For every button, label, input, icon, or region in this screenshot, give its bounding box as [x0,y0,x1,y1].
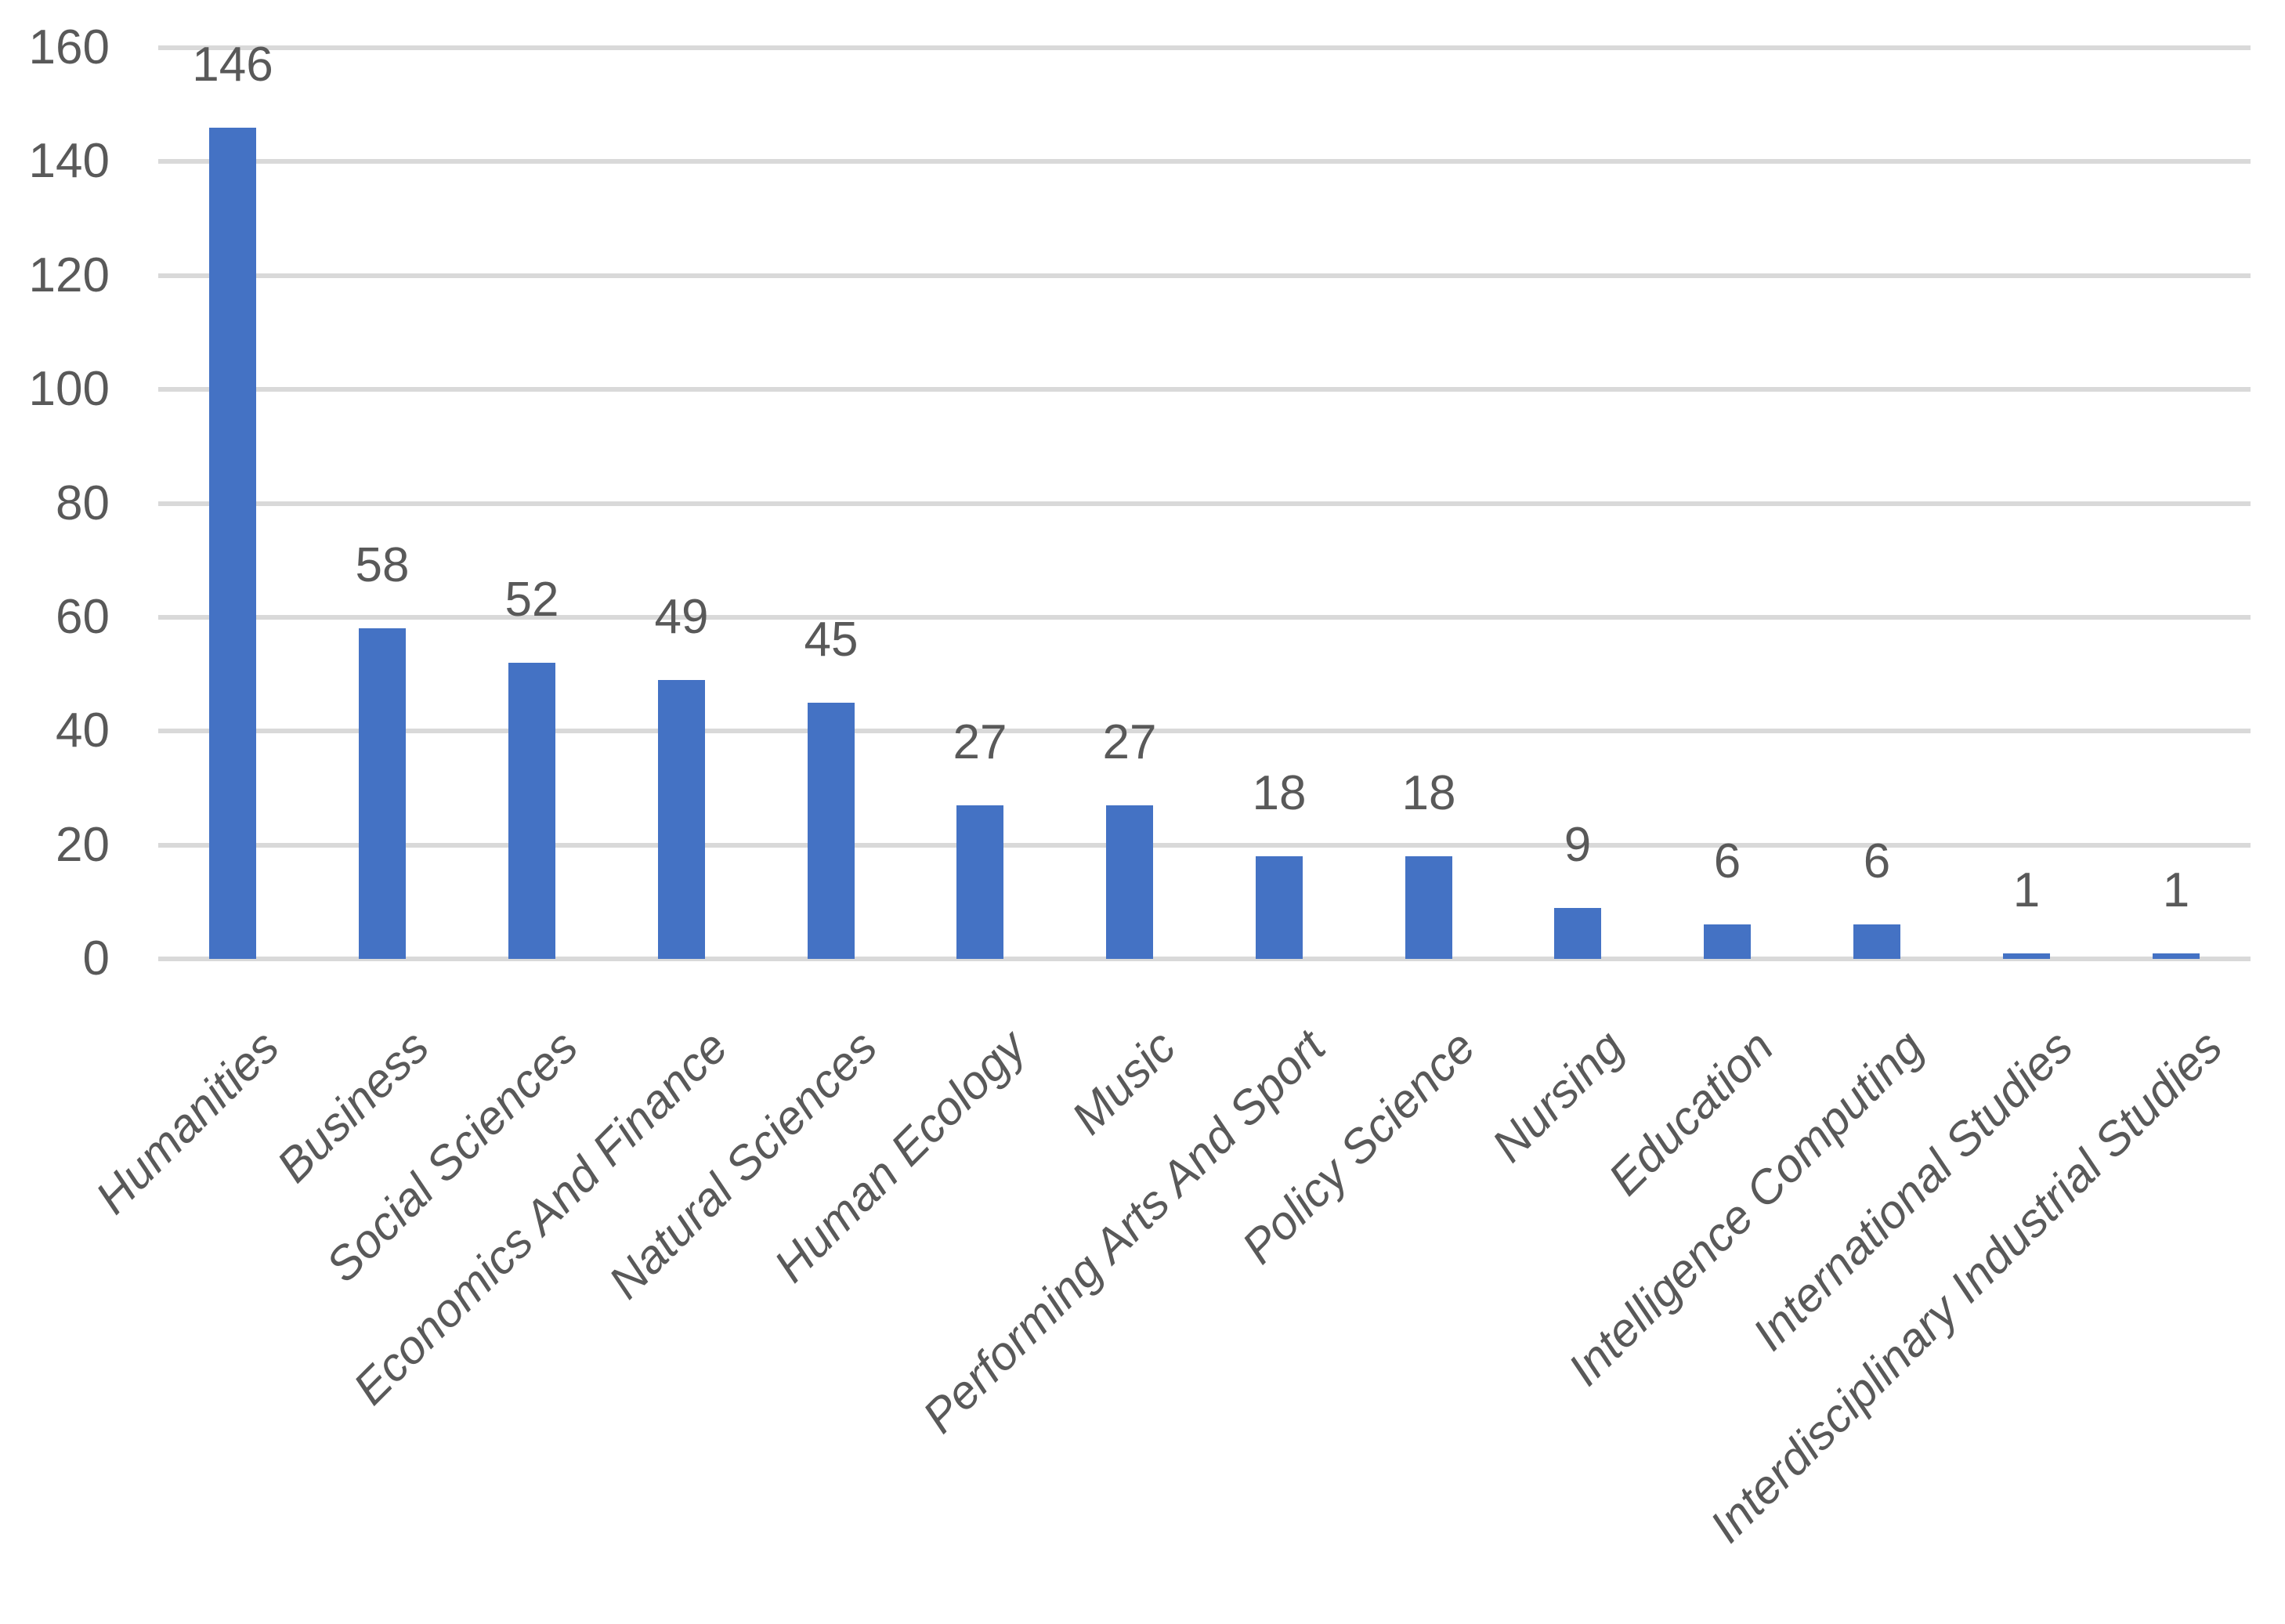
x-axis-label-natural-sciences: Natural Sciences [598,1020,888,1309]
bar-performing-arts-and-sport [1256,856,1303,959]
bar-music [1106,805,1153,959]
x-axis-label-music: Music [1061,1020,1186,1145]
gridline-140 [158,159,2251,164]
y-tick-label: 60 [56,590,110,644]
y-tick-label: 100 [28,362,110,416]
data-label-intelligence-computing: 6 [1863,834,1891,888]
x-axis-label-social-sciences: Social Sciences [316,1020,588,1293]
y-tick-label: 160 [28,20,110,74]
y-tick-label: 40 [56,703,110,758]
bar-human-ecology [956,805,1003,959]
x-axis-label-human-ecology: Human Ecology [764,1020,1036,1293]
bar-social-sciences [508,663,555,959]
data-label-performing-arts-and-sport: 18 [1252,766,1307,820]
y-tick-label: 0 [82,931,110,986]
bar-intelligence-computing [1853,924,1900,959]
data-label-nursing: 9 [1564,818,1592,872]
y-tick-label: 80 [56,476,110,530]
data-label-education: 6 [1713,834,1741,888]
gridline-120 [158,273,2251,278]
gridline-100 [158,387,2251,392]
data-label-policy-science: 18 [1401,766,1456,820]
y-tick-label: 140 [28,134,110,188]
data-label-business: 58 [355,538,410,592]
y-tick-label: 120 [28,248,110,302]
data-label-music: 27 [1102,715,1157,769]
data-label-natural-sciences: 45 [804,613,859,667]
data-label-international-studies: 1 [2012,863,2041,917]
bar-international-studies [2003,953,2050,959]
data-label-humanities: 146 [192,38,273,92]
gridline-80 [158,501,2251,506]
gridline-0 [158,957,2251,961]
gridline-20 [158,843,2251,848]
bar-natural-sciences [808,703,855,959]
data-label-interdisciplinary-industrial-studies: 1 [2162,863,2190,917]
data-label-human-ecology: 27 [953,715,1007,769]
data-label-economics-and-finance: 49 [654,590,709,644]
gridline-160 [158,45,2251,50]
bar-business [359,628,406,959]
bar-economics-and-finance [658,680,705,959]
x-axis-label-humanities: Humanities [85,1020,289,1224]
bar-nursing [1554,908,1601,959]
gridline-40 [158,729,2251,733]
bar-interdisciplinary-industrial-studies [2153,953,2200,959]
bar-education [1704,924,1751,959]
y-tick-label: 20 [56,818,110,872]
x-axis-label-nursing: Nursing [1482,1020,1634,1172]
bar-policy-science [1405,856,1452,959]
bar-humanities [209,128,256,959]
gridline-60 [158,615,2251,620]
data-label-social-sciences: 52 [504,573,559,627]
